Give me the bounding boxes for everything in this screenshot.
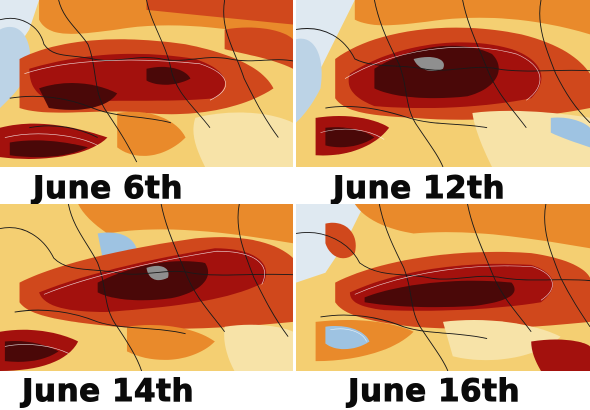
map-panel-june-12 (296, 0, 590, 167)
map-panel-june-16 (296, 204, 590, 371)
map-panel-june-6 (0, 0, 293, 167)
heat-map (0, 204, 293, 371)
caption-june-16: June 16th (347, 373, 521, 409)
heat-map (296, 204, 590, 371)
map-panel-june-14 (0, 204, 293, 371)
caption-june-12: June 12th (332, 170, 506, 206)
heat-map (0, 0, 293, 167)
caption-june-14: June 14th (21, 373, 195, 409)
caption-june-6: June 6th (33, 170, 183, 206)
heat-map (296, 0, 590, 167)
